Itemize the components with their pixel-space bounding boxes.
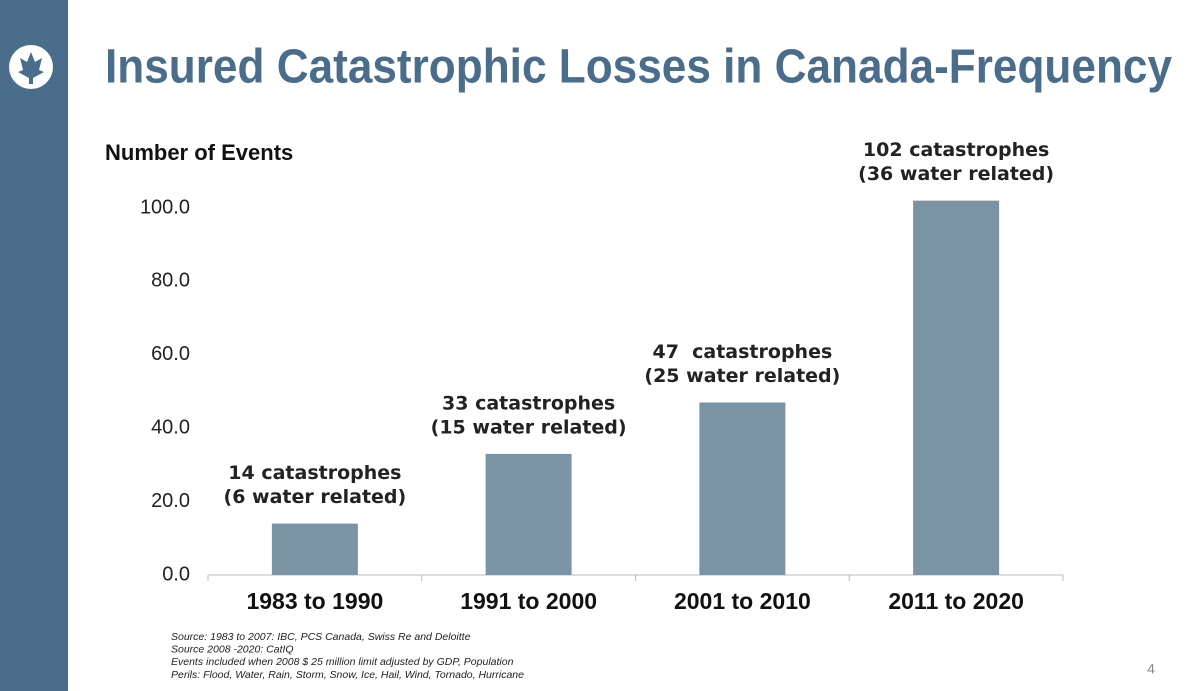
- y-tick-label: 60.0: [151, 343, 190, 365]
- data-label: 102 catastrophes: [863, 139, 1049, 161]
- y-tick-label: 100.0: [140, 196, 190, 218]
- logo-leaf: [18, 52, 44, 84]
- x-tick-label: 1983 to 1990: [246, 588, 383, 614]
- data-label: 33 catastrophes: [442, 392, 615, 414]
- y-tick-label: 80.0: [151, 270, 190, 292]
- source-note: Perils: Flood, Water, Rain, Storm, Snow,…: [171, 669, 524, 681]
- bar: [913, 200, 1000, 575]
- page-number: 4: [1147, 661, 1155, 677]
- bar: [485, 453, 572, 575]
- sidebar: [0, 0, 68, 691]
- source-note: Source 2008 -2020: CatIQ: [171, 643, 294, 655]
- data-label: (15 water related): [431, 416, 627, 438]
- x-tick-label: 2011 to 2020: [888, 588, 1024, 614]
- x-tick-label: 1991 to 2000: [460, 588, 597, 614]
- y-tick-label: 0.0: [162, 563, 190, 585]
- data-label: (36 water related): [858, 163, 1054, 185]
- chart-title: Insured Catastrophic Losses in Canada-Fr…: [105, 41, 1172, 94]
- y-tick-label: 40.0: [151, 416, 190, 438]
- x-tick-label: 2001 to 2010: [674, 588, 811, 614]
- source-note: Events included when 2008 $ 25 million l…: [171, 656, 514, 668]
- plot-area: [271, 200, 1000, 575]
- data-label: (25 water related): [644, 365, 840, 387]
- bar: [699, 402, 786, 575]
- data-label: 14 catastrophes: [228, 462, 401, 484]
- y-tick-label: 20.0: [151, 490, 190, 512]
- y-axis-label: Number of Events: [105, 140, 293, 165]
- data-label: (6 water related): [224, 486, 407, 508]
- bar: [271, 523, 358, 575]
- source-note: Source: 1983 to 2007: IBC, PCS Canada, S…: [171, 631, 471, 643]
- data-label: 47 catastrophes: [652, 341, 832, 363]
